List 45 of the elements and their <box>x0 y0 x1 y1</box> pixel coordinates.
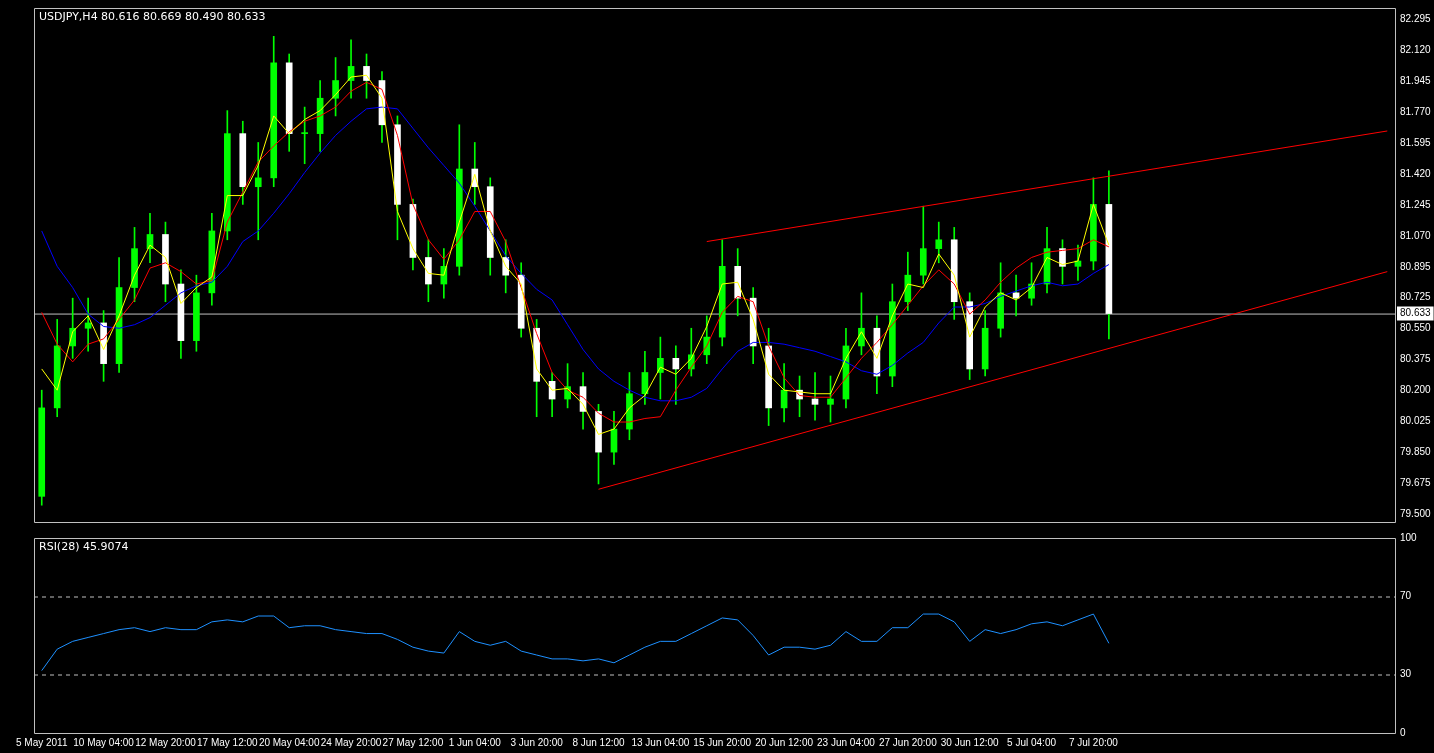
y-tick-label: 30 <box>1400 668 1412 680</box>
y-tick-label: 0 <box>1400 726 1406 738</box>
x-tick-label: 20 Jun 12:00 <box>755 736 814 748</box>
x-tick-label: 7 Jul 20:00 <box>1068 736 1119 748</box>
y-tick-label: 80.200 <box>1400 383 1432 395</box>
y-tick-label: 80.375 <box>1400 352 1432 364</box>
y-tick-label: 79.500 <box>1400 507 1432 519</box>
x-tick-label: 15 Jun 20:00 <box>693 736 752 748</box>
x-tick-label: 12 May 20:00 <box>135 736 197 748</box>
x-tick-label: 23 Jun 04:00 <box>817 736 876 748</box>
y-tick-label: 81.770 <box>1400 106 1432 118</box>
ref-line-label: 80.633 <box>1400 307 1432 319</box>
x-tick-label: 5 Jul 04:00 <box>1007 736 1057 748</box>
x-tick-label: 10 May 04:00 <box>73 736 135 748</box>
y-tick-label: 80.550 <box>1400 322 1432 333</box>
y-tick-label: 81.945 <box>1400 75 1432 87</box>
y-tick-label: 80.025 <box>1400 414 1432 426</box>
y-tick-label: 82.295 <box>1400 13 1432 25</box>
x-tick-label: 17 May 12:00 <box>197 736 259 748</box>
y-tick-label: 80.895 <box>1400 260 1432 272</box>
y-tick-label: 82.120 <box>1400 44 1432 56</box>
candlestick <box>811 372 819 421</box>
chart-title: RSI(28) 45.9074 <box>39 540 129 554</box>
y-tick-label: 80.725 <box>1400 291 1432 303</box>
x-tick-label: 24 May 20:00 <box>320 736 382 748</box>
y-tick-label: 81.420 <box>1400 168 1432 180</box>
x-tick-label: 3 Jun 20:00 <box>510 736 564 748</box>
x-tick-label: 13 Jun 04:00 <box>631 736 690 748</box>
y-tick-label: 81.070 <box>1400 230 1432 241</box>
candlestick <box>84 297 92 352</box>
x-tick-label: 30 Jun 12:00 <box>940 736 1000 748</box>
x-tick-label: 8 Jun 12:00 <box>572 736 626 748</box>
y-tick-label: 70 <box>1400 590 1412 602</box>
chart-title: USDJPY,H4 80.616 80.669 80.490 80.633 <box>39 10 266 24</box>
x-tick-label: 20 May 04:00 <box>258 736 320 748</box>
candlestick <box>254 142 262 241</box>
y-tick-label: 79.675 <box>1400 476 1432 488</box>
y-tick-label: 79.850 <box>1400 445 1432 457</box>
y-tick-label: 81.245 <box>1400 199 1432 211</box>
x-tick-label: 5 May 2011 <box>15 736 68 748</box>
x-tick-label: 1 Jun 04:00 <box>448 736 502 748</box>
y-tick-label: 81.595 <box>1400 137 1432 149</box>
x-tick-label: 27 Jun 20:00 <box>878 736 938 748</box>
y-tick-label: 100 <box>1400 531 1418 543</box>
x-tick-label: 27 May 12:00 <box>382 736 444 748</box>
